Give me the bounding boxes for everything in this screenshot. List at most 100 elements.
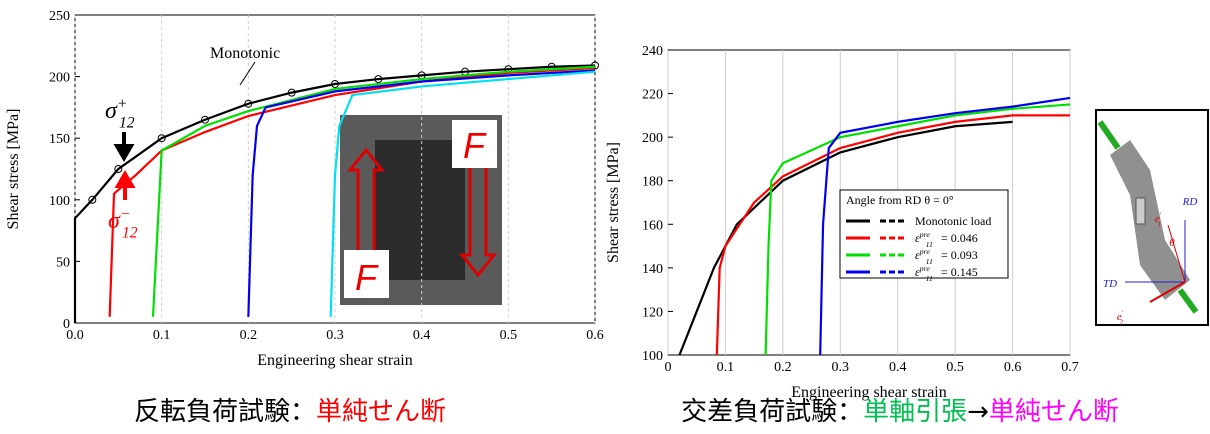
caption: 交差負荷試験：単軸引張→単純せん断 [681,397,1119,427]
base: RD [1182,196,1198,208]
sub: 12 [119,115,135,132]
series-line [819,96,1071,356]
x-tick-label: 0.3 [326,328,344,343]
caption-part: 交差負荷試験： [681,397,863,427]
y-axis-label: Shear stress [MPa] [5,109,22,230]
x-tick-label: 0.4 [413,328,431,343]
y-tick-label: 240 [642,44,663,59]
specimen-diagram [1095,109,1209,326]
math-label: εpre 11 [915,247,933,266]
y-tick-label: 140 [642,262,663,277]
e1-axis [1167,224,1186,283]
x-tick-label: 0.5 [946,360,964,375]
series-marker [244,99,253,108]
y-axis-label: Shear stress [MPa] [605,142,622,263]
series-line [151,65,596,317]
base: ε [915,248,920,262]
photo-fixture [375,140,465,280]
x-tick-label: 0.3 [832,360,850,375]
sup: ′ [1122,310,1124,318]
caption: 反転負荷試験：単純せん断 [134,397,446,427]
x-tick-label: 0.2 [240,328,258,343]
x-tick-label: 0.0 [66,328,84,343]
y-tick-label: 200 [49,71,70,86]
math-label: TD [1103,278,1117,290]
tension-arrow [1097,120,1121,150]
sup: pre [919,264,931,273]
math-label: σ+ 12 [105,95,135,131]
series-line [73,64,596,323]
series-line [678,120,1013,356]
y-tick-label: 100 [49,194,70,209]
x-tick-label: 0.1 [717,360,735,375]
series-line [764,103,1071,356]
x-tick-label: 0.6 [1004,360,1022,375]
series-marker [201,115,209,124]
base: θ [1169,237,1175,249]
base: TD [1103,278,1117,290]
base: σ [105,98,118,124]
series-line [247,69,596,317]
gauge [1135,197,1146,225]
caption-part: 単純せん断 [316,397,446,427]
legend-title: Angle from RD θ = 0° [846,193,954,207]
base: σ [108,208,121,234]
sup: ′ [1160,212,1162,220]
x-tick-label: 0.4 [889,360,907,375]
sub: 11 [926,274,933,283]
annotation-leader [239,61,256,86]
x-axis-label: Engineering shear strain [791,384,947,401]
sup: pre [919,230,931,239]
sub: 1 [1157,220,1161,228]
math-label: e′ 1 [1155,212,1162,229]
y-tick-label: 220 [642,88,663,103]
annotation: Monotonic [210,45,280,62]
sup: − [120,205,131,222]
series-marker [374,75,383,84]
x-tick-label: 0.6 [586,328,604,343]
legend-label: = 0.046 [941,231,978,245]
inset-label: F [463,125,487,166]
math-label: RD [1182,196,1198,208]
x-tick-label: 0.1 [153,328,171,343]
math-label: θ [1169,237,1175,249]
series-marker [157,134,166,143]
caption-part: 単純せん断 [989,397,1119,427]
base: ε [915,265,920,279]
sub: 11 [926,257,933,266]
legend-label: = 0.093 [941,248,978,262]
series-marker [331,79,339,88]
caption-part: 反転負荷試験： [134,397,316,427]
math-label: e′ 2 [1117,310,1124,327]
x-tick-label: 0.2 [774,360,792,375]
series-marker [287,88,296,97]
x-tick-label: 0.5 [500,328,518,343]
specimen [1110,140,1190,300]
sub: 11 [926,240,933,249]
caption-part: → [967,397,989,427]
e2-axis [1149,281,1186,303]
label-box [344,250,389,298]
tension-arrow [1177,288,1199,314]
base: ε [915,231,920,245]
legend-box [839,189,1009,279]
legend-label: = 0.145 [941,265,978,279]
annotation-arrow [114,170,136,200]
y-tick-label: 160 [642,218,663,233]
y-tick-label: 50 [56,255,70,270]
legend-label: Monotonic load [915,214,991,228]
series-marker [114,165,123,173]
y-tick-label: 200 [642,131,663,146]
y-tick-label: 100 [642,349,663,364]
series-line [329,70,596,317]
inset-label: F [355,257,379,298]
math-label: εpre 11 [915,264,933,283]
series-marker [88,195,97,204]
sub: 2 [1119,318,1123,326]
math-label: εpre 11 [915,230,933,249]
base: e [1155,213,1160,225]
y-tick-label: 180 [642,175,663,190]
y-tick-label: 250 [49,9,70,24]
